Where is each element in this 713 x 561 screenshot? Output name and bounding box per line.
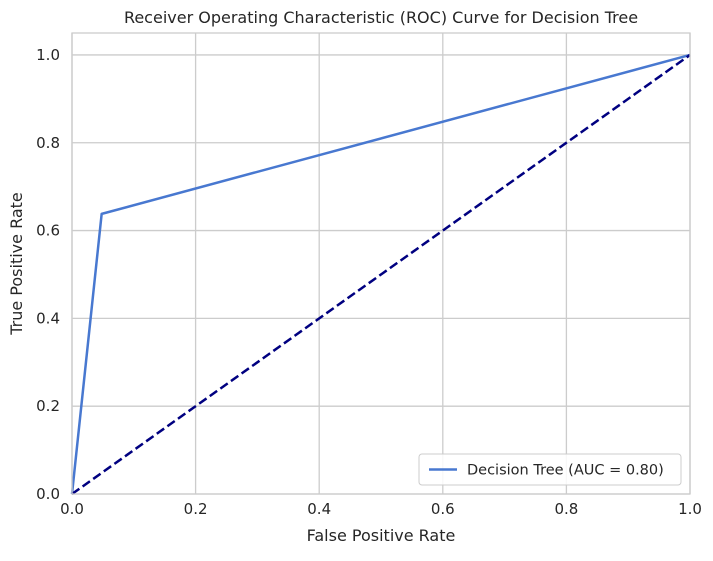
chance-diagonal-line [71,53,691,496]
series-layer [70,53,691,496]
x-tick-label: 0.8 [554,500,578,518]
tick-labels: 0.0 0.2 0.4 0.6 0.8 1.0 0.0 0.2 0.4 0.6 0.8 1.0 [36,46,702,518]
legend-box [418,453,682,486]
chart-title: Receiver Operating Characteristic (ROC) … [124,8,638,27]
y-tick-label: 0.2 [36,397,60,415]
x-tick-label: 0.0 [60,500,84,518]
y-tick-label: 0.6 [36,222,60,240]
y-tick-label: 1.0 [36,46,60,64]
legend: Decision Tree (AUC = 0.80) [418,453,682,486]
legend-entry-label: Decision Tree (AUC = 0.80) [467,463,664,479]
x-tick-label: 1.0 [678,500,702,518]
y-axis-label: True Positive Rate [7,192,26,336]
y-tick-label: 0.0 [36,485,60,503]
grid-lines [71,33,691,495]
plot-frame [71,32,691,495]
roc-curve-line [70,53,691,495]
y-tick-label: 0.8 [36,134,60,152]
x-axis-label: False Positive Rate [307,526,456,545]
y-tick-label: 0.4 [36,309,60,327]
x-tick-label: 0.4 [307,500,331,518]
x-tick-label: 0.2 [184,500,208,518]
x-tick-label: 0.6 [431,500,455,518]
